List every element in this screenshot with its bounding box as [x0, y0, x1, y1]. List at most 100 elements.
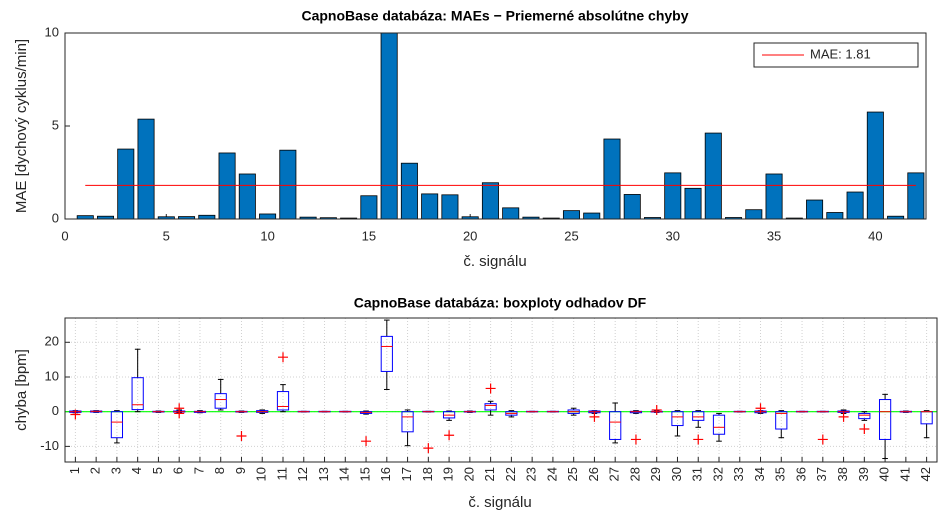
outlier — [630, 434, 641, 445]
x-tick-label: 40 — [877, 467, 892, 481]
x-tick-label: 32 — [710, 467, 725, 481]
x-tick-label: 30 — [666, 228, 680, 243]
outlier — [174, 408, 185, 419]
x-tick-label: 4 — [129, 467, 144, 474]
bar — [198, 214, 216, 220]
x-tick-label: 28 — [627, 467, 642, 481]
box — [712, 414, 726, 435]
box — [214, 393, 227, 409]
bar — [623, 194, 641, 220]
outlier — [361, 436, 372, 447]
box — [380, 335, 393, 372]
x-tick-label: 34 — [752, 467, 767, 481]
bar — [745, 209, 763, 220]
x-tick-label: 6 — [171, 467, 186, 474]
x-tick-label: 30 — [669, 467, 684, 481]
box — [858, 412, 871, 420]
x-tick-label: 21 — [482, 467, 497, 481]
x-tick-label: 36 — [793, 467, 808, 481]
x-tick-label: 1 — [67, 467, 82, 474]
bar — [380, 32, 398, 220]
y-tick-label: 10 — [45, 368, 59, 383]
outlier — [859, 424, 870, 435]
x-tick-label: 38 — [835, 467, 850, 481]
bar — [481, 182, 499, 220]
x-tick-label: 12 — [295, 467, 310, 481]
x-tick-label: 2 — [88, 467, 103, 474]
bar — [117, 148, 135, 220]
bar — [765, 173, 783, 220]
x-tick-label: 8 — [212, 467, 227, 474]
x-tick-label: 19 — [441, 467, 456, 481]
x-tick-label: 3 — [108, 467, 123, 474]
y-tick-label: 5 — [52, 117, 59, 132]
y-axis-label: chyba [bpm] — [13, 349, 30, 431]
x-tick-label: 27 — [607, 467, 622, 481]
outlier — [651, 404, 662, 415]
outlier — [423, 443, 434, 454]
chart-title: CapnoBase databáza: MAEs − Priemerné abs… — [301, 8, 688, 24]
bar — [137, 118, 155, 220]
x-tick-label: 5 — [150, 467, 165, 474]
x-tick-label: 42 — [918, 467, 933, 481]
legend — [753, 42, 919, 68]
box — [671, 411, 684, 427]
box — [110, 411, 124, 439]
y-axis-label: MAE [dychový cyklus/min] — [13, 39, 30, 213]
x-tick-label: 5 — [163, 228, 170, 243]
outlier — [236, 430, 247, 441]
x-tick-label: 40 — [868, 228, 882, 243]
box — [484, 403, 497, 411]
bar — [866, 111, 884, 220]
bar — [441, 194, 459, 220]
outlier — [485, 383, 496, 394]
bar — [907, 172, 925, 220]
bar — [826, 212, 844, 220]
bar — [76, 215, 94, 220]
x-tick-label: 20 — [461, 467, 476, 481]
x-tick-label: 15 — [362, 228, 376, 243]
box — [878, 399, 892, 440]
bar — [704, 132, 722, 220]
bar — [238, 173, 256, 220]
x-tick-label: 20 — [463, 228, 477, 243]
bar — [502, 207, 520, 220]
x-tick-label: 25 — [565, 467, 580, 481]
bar — [806, 199, 824, 220]
y-tick-label: 20 — [45, 334, 59, 349]
x-tick-label: 33 — [731, 467, 746, 481]
outlier — [589, 411, 600, 422]
bar — [360, 195, 378, 220]
x-tick-label: 23 — [524, 467, 539, 481]
x-tick-label: 11 — [274, 467, 289, 481]
x-tick-label: 14 — [337, 467, 352, 481]
chart-title: CapnoBase databáza: boxploty odhadov DF — [354, 295, 647, 311]
plot-frame — [64, 317, 938, 463]
bar — [603, 138, 621, 220]
bar — [259, 213, 277, 220]
legend-label: MAE: 1.81 — [810, 46, 871, 61]
outlier — [278, 352, 288, 363]
x-tick-label: 13 — [316, 467, 331, 481]
x-tick-label: 17 — [399, 467, 414, 481]
x-tick-label: 26 — [586, 467, 601, 481]
y-tick-label: 0 — [52, 210, 59, 225]
bar — [218, 152, 236, 220]
bar — [562, 210, 580, 220]
box — [401, 411, 414, 433]
x-tick-label: 29 — [648, 467, 663, 481]
box — [131, 377, 144, 411]
box — [276, 391, 290, 411]
x-tick-label: 39 — [856, 467, 871, 481]
box — [692, 411, 705, 421]
x-tick-label: 0 — [61, 228, 68, 243]
bar — [583, 212, 601, 220]
x-axis-label: č. signálu — [463, 253, 526, 270]
bar — [664, 172, 682, 220]
x-tick-label: 41 — [897, 467, 912, 481]
x-tick-label: 10 — [260, 228, 274, 243]
x-tick-label: 35 — [767, 228, 781, 243]
x-tick-label: 24 — [544, 467, 559, 481]
